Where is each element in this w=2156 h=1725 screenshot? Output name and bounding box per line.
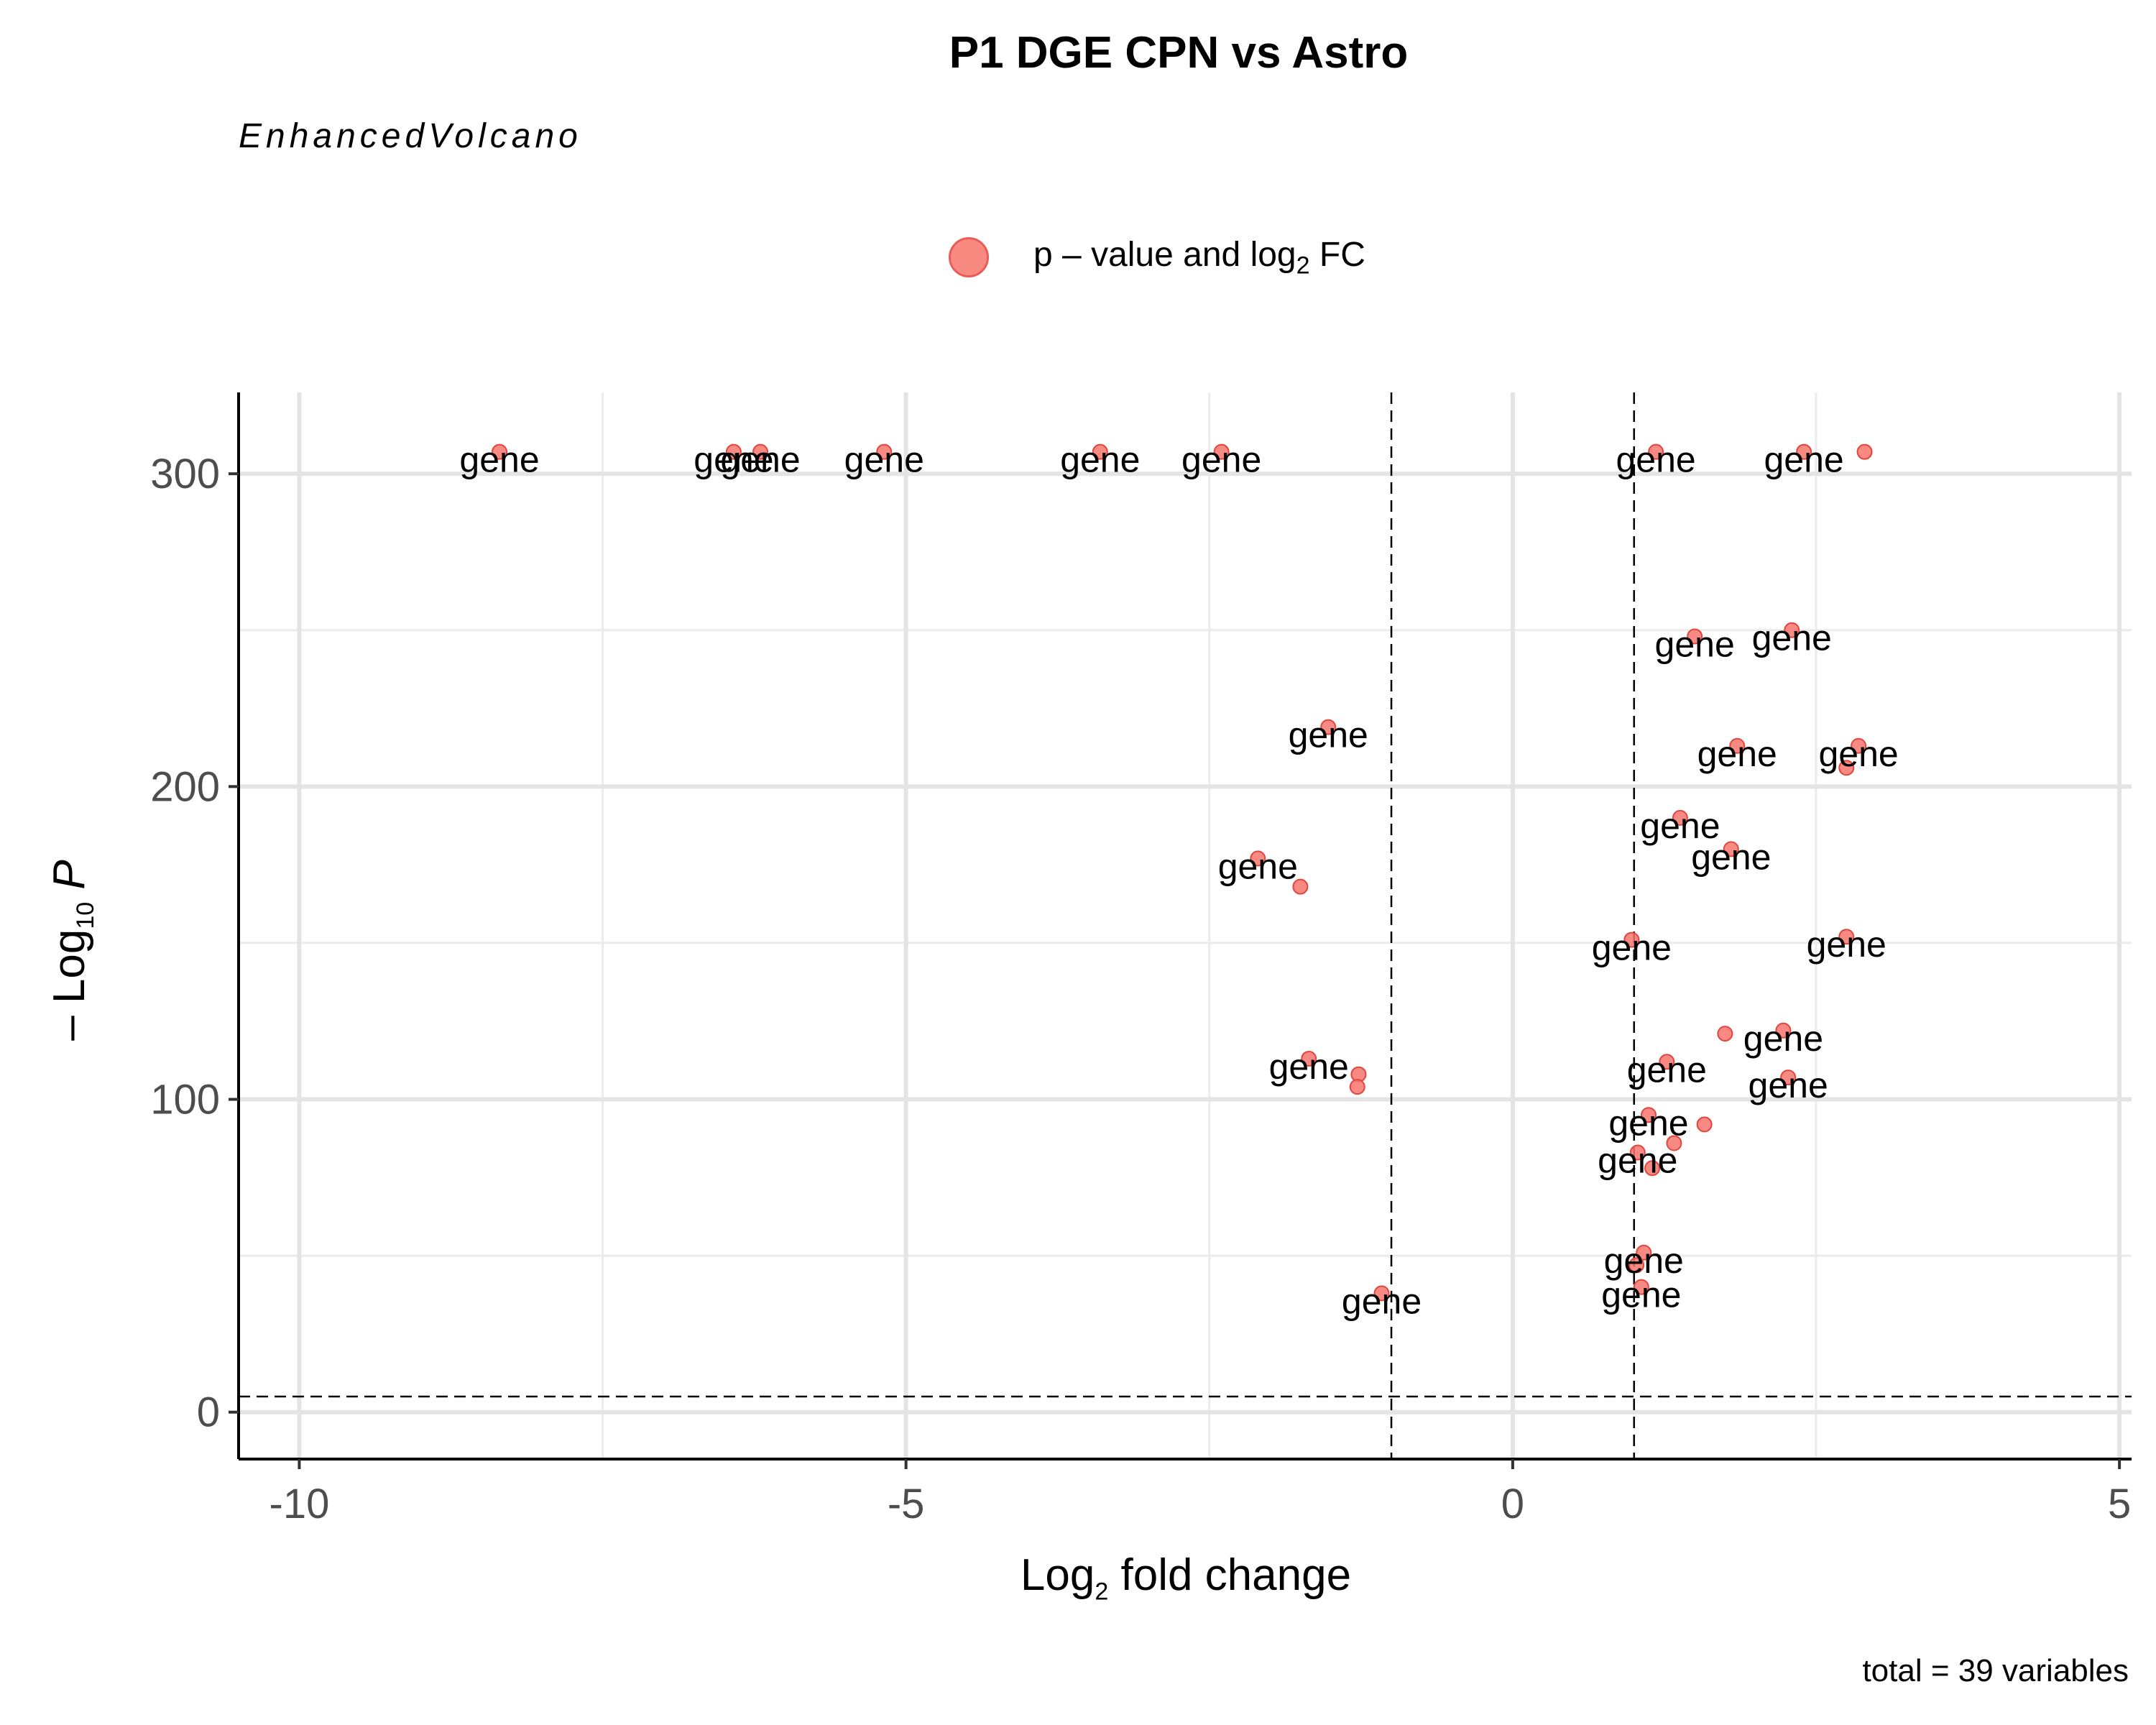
data-point (1851, 737, 1867, 754)
data-point (1250, 850, 1266, 867)
data-point (1628, 1257, 1645, 1274)
data-point-label: gene (1181, 440, 1261, 480)
data-point (1717, 1026, 1733, 1042)
data-point-label: gene (1627, 1049, 1707, 1090)
data-point (1623, 932, 1640, 948)
data-point (1775, 1022, 1792, 1039)
data-point (1659, 1054, 1675, 1070)
data-point (1672, 809, 1688, 826)
data-point-label: gene (1807, 924, 1886, 965)
data-point (1796, 443, 1812, 460)
data-point (876, 443, 893, 460)
data-point-label: gene (1749, 1065, 1828, 1105)
x-tick-label: 0 (1501, 1481, 1524, 1527)
data-point-label: gene (1269, 1046, 1349, 1087)
x-axis-label-text: Log (1020, 1550, 1095, 1600)
data-point (1092, 443, 1108, 460)
data-point-label: gene (844, 440, 924, 480)
x-axis-label: Log2 fold change (0, 1550, 2156, 1606)
y-axis-label-subscript: 10 (72, 901, 100, 929)
data-point-label: gene (1691, 837, 1771, 877)
data-point (1666, 1135, 1682, 1151)
y-tick-label: 0 (197, 1389, 220, 1436)
data-point (1784, 622, 1800, 638)
data-point-label: gene (1592, 928, 1672, 968)
data-point (1723, 841, 1739, 857)
data-point-label: gene (694, 440, 773, 480)
legend-key-dot (949, 237, 989, 277)
chart-title: P1 DGE CPN vs Astro (949, 28, 1409, 78)
x-tick-label: -5 (888, 1481, 925, 1527)
legend-label-subscript: 2 (1296, 252, 1310, 280)
data-point (1292, 878, 1309, 895)
data-point (1838, 760, 1855, 776)
data-point (1729, 737, 1746, 754)
y-tick-label: 100 (150, 1077, 220, 1123)
data-point-label: gene (1697, 734, 1777, 774)
data-point (1648, 443, 1664, 460)
data-point (1301, 1050, 1317, 1067)
y-axis-label-suffix: P (44, 860, 94, 902)
data-point-label: gene (1604, 1241, 1684, 1281)
data-point (1644, 1160, 1661, 1177)
y-tick-label: 300 (150, 451, 220, 497)
data-point-label: gene (459, 440, 539, 480)
data-point-label: gene (1060, 440, 1140, 480)
y-tick-label: 200 (150, 763, 220, 810)
data-point (1213, 443, 1230, 460)
data-point-label: gene (1640, 806, 1720, 846)
data-point (752, 443, 769, 460)
x-tick-label: 5 (2108, 1481, 2131, 1527)
data-point (1349, 1079, 1365, 1095)
data-point-label: gene (1743, 1018, 1823, 1059)
y-axis-label-text: – Log (44, 929, 94, 1041)
data-point (1636, 1244, 1652, 1261)
data-point-label: gene (1818, 734, 1898, 774)
data-point (1373, 1285, 1390, 1302)
data-point-label: gene (1655, 624, 1735, 664)
data-point-label: gene (720, 440, 800, 480)
legend-label: p – value and log2 FC (1033, 235, 1365, 280)
x-tick-label: -10 (270, 1481, 330, 1527)
y-axis-label: – Log10 P (44, 860, 100, 1041)
data-point (1633, 1279, 1649, 1295)
data-point (1856, 443, 1873, 460)
data-point-label: gene (1764, 440, 1843, 480)
data-point-label: gene (1289, 715, 1368, 755)
data-point (725, 443, 742, 460)
data-point-label: gene (1752, 618, 1832, 658)
data-point-label: gene (1218, 846, 1298, 886)
x-axis-label-suffix: fold change (1108, 1550, 1352, 1600)
data-point (1687, 628, 1703, 645)
data-point-label: gene (1601, 1275, 1681, 1315)
legend: p – value and log2 FC (949, 229, 1365, 286)
data-point (1838, 929, 1855, 945)
data-point (492, 443, 508, 460)
data-point-label: gene (1608, 1103, 1688, 1143)
legend-label-suffix: FC (1309, 235, 1365, 274)
data-point (1640, 1107, 1657, 1123)
legend-label-text: p – value and log (1033, 235, 1296, 274)
data-point (1780, 1070, 1797, 1086)
data-point (1629, 1144, 1646, 1161)
x-axis-label-subscript: 2 (1095, 1578, 1109, 1606)
data-point (1320, 719, 1337, 735)
caption: total = 39 variables (1862, 1653, 2129, 1688)
data-point (1696, 1116, 1713, 1133)
data-point-label: gene (1598, 1141, 1677, 1181)
data-point-label: gene (1616, 440, 1696, 480)
data-point-label: gene (1342, 1281, 1422, 1321)
chart-subtitle: EnhancedVolcano (239, 117, 582, 155)
